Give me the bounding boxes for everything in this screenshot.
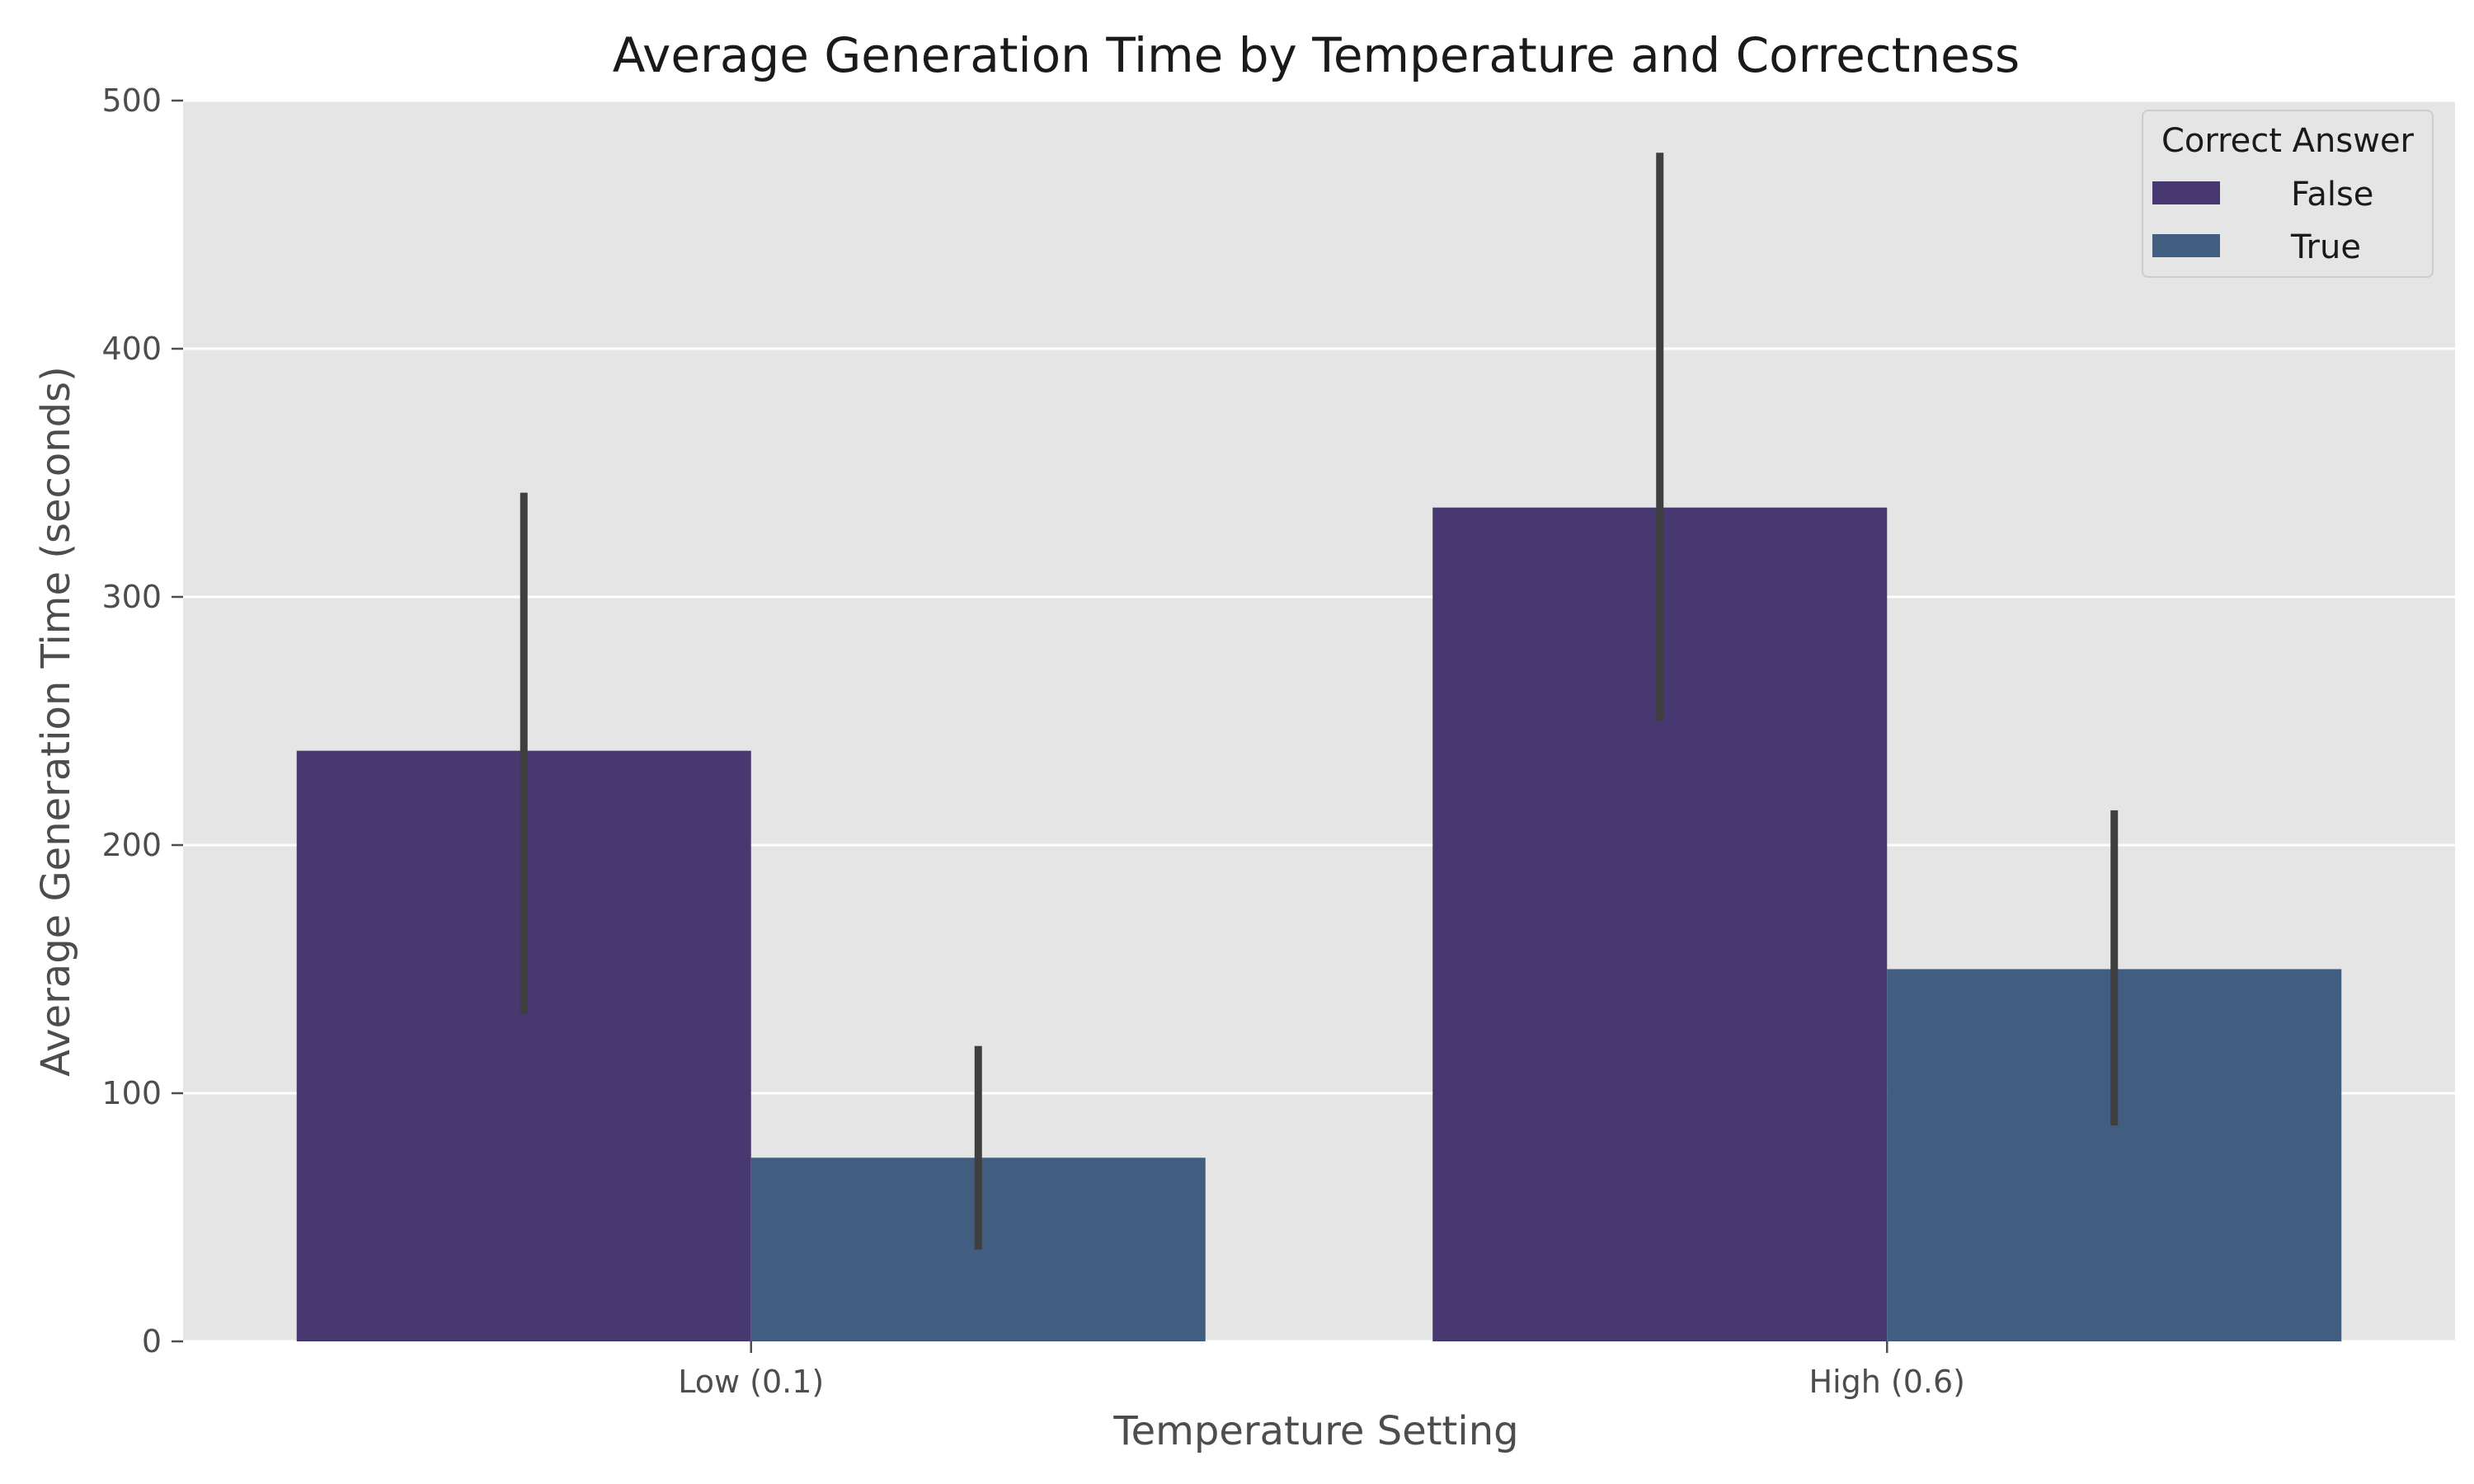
legend-swatch-true — [2152, 234, 2220, 257]
y-tick-label: 300 — [101, 579, 162, 615]
y-tick-label: 100 — [101, 1075, 162, 1111]
legend-label-false: False — [2291, 176, 2373, 214]
legend-label-true: True — [2290, 228, 2361, 266]
y-tick-label: 500 — [101, 82, 162, 119]
y-axis: 0 100 200 300 400 500 — [101, 82, 183, 1360]
y-tick-label: 0 — [142, 1323, 162, 1360]
y-tick-label: 200 — [101, 827, 162, 863]
x-axis: Low (0.1) High (0.6) — [678, 1341, 1965, 1400]
legend-swatch-false — [2152, 181, 2220, 204]
error-bars — [520, 153, 2119, 1250]
y-tick-label: 400 — [101, 331, 162, 367]
legend: Correct Answer False True — [2142, 110, 2434, 278]
x-tick-label: High (0.6) — [1809, 1364, 1966, 1400]
chart-title: Average Generation Time by Temperature a… — [613, 27, 2020, 83]
y-axis-label: Average Generation Time (seconds) — [33, 366, 79, 1077]
legend-title: Correct Answer — [2161, 122, 2415, 160]
x-tick-label: Low (0.1) — [678, 1364, 824, 1400]
x-axis-label: Temperature Setting — [1112, 1408, 1518, 1454]
